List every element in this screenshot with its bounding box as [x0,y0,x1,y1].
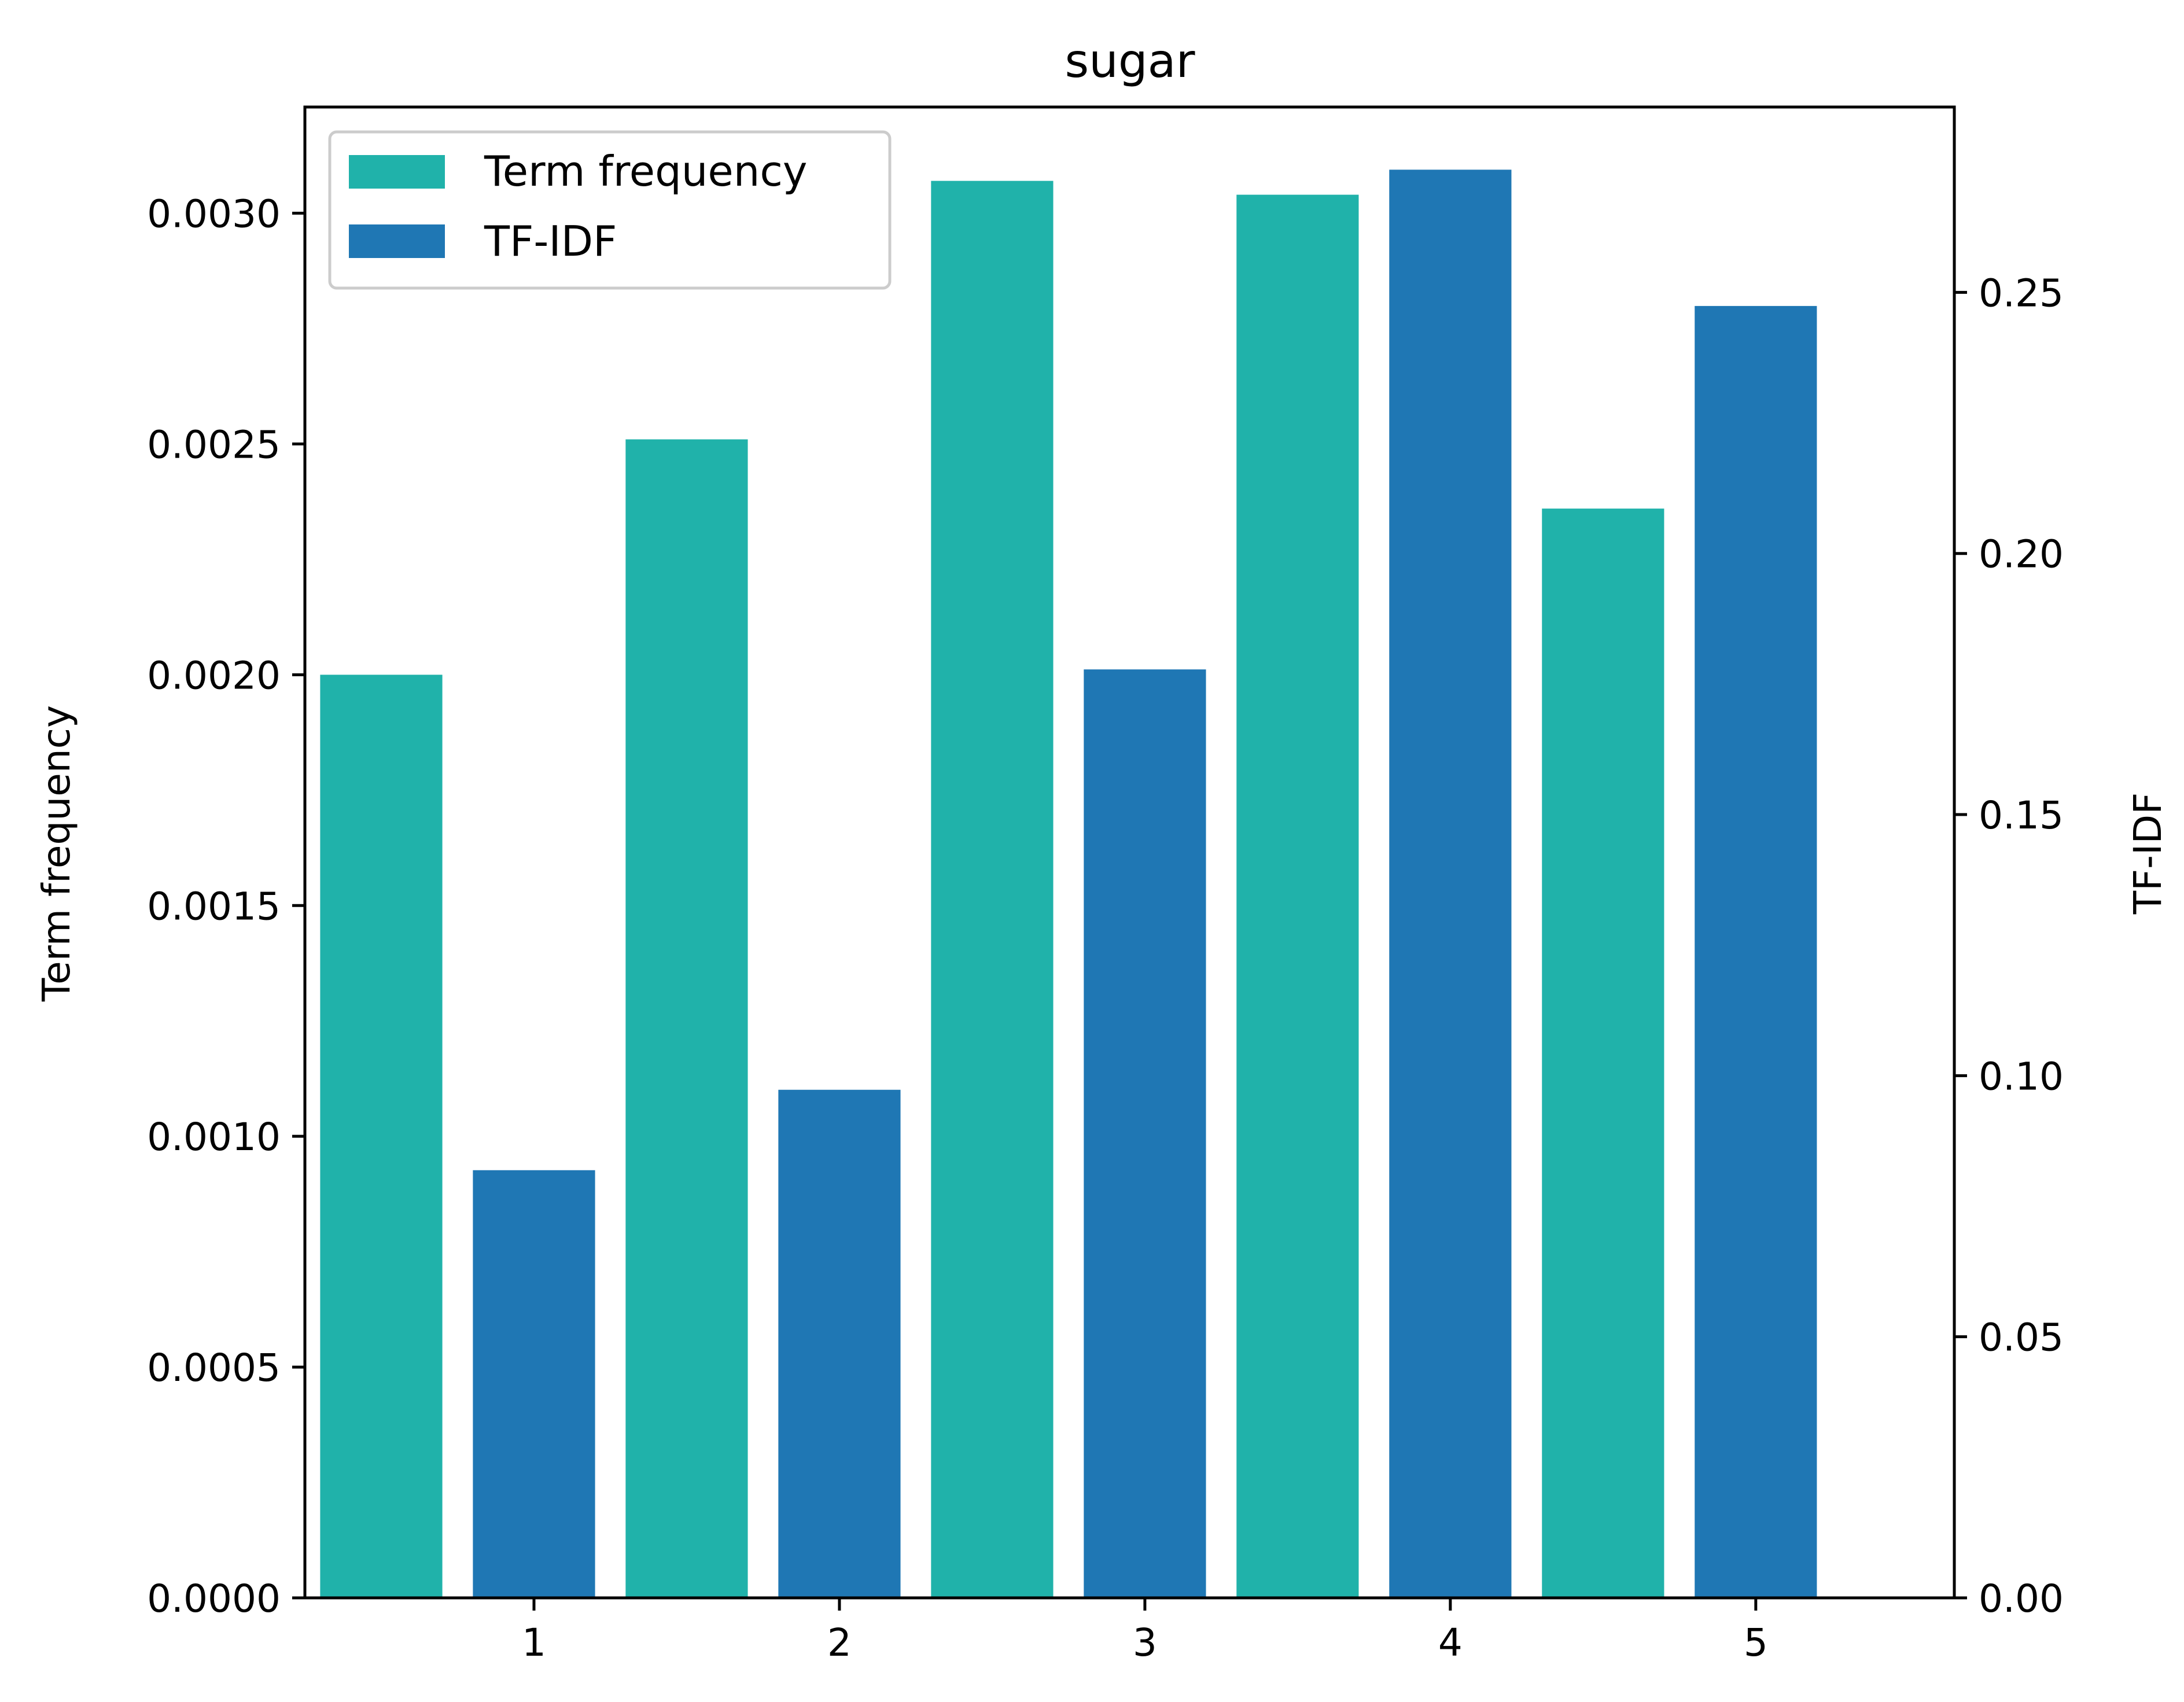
y-right-tick-label: 0.05 [1979,1316,2064,1360]
legend-swatch-term-frequency [349,155,445,189]
y-left-tick-label: 0.0010 [147,1115,281,1159]
y-axis-left-label: Term frequency [34,705,79,1002]
legend-label-tf-idf: TF-IDF [484,217,617,266]
bars-group [320,170,1817,1598]
bar-tf-idf-5 [1695,305,1817,1598]
plot-frame [303,105,1956,1600]
bar-term-frequency-4 [1236,194,1359,1598]
x-tick-label: 2 [827,1620,852,1665]
x-tick-label: 5 [1744,1620,1768,1665]
bar-term-frequency-5 [1542,509,1664,1598]
y-left-tick-label: 0.0005 [147,1346,281,1390]
bar-tf-idf-2 [778,1089,901,1598]
bar-tf-idf-1 [473,1170,595,1598]
y-left-tick-label: 0.0025 [147,422,281,467]
y-right-tick-label: 0.15 [1979,793,2064,838]
bar-tf-idf-4 [1389,170,1512,1598]
y-right-tick-label: 0.00 [1979,1576,2064,1621]
legend-label-term-frequency: Term frequency [484,147,808,196]
x-tick-label: 3 [1133,1620,1157,1665]
y-left-tick-label: 0.0000 [147,1576,281,1621]
bar-term-frequency-3 [931,180,1054,1598]
legend: Term frequency TF-IDF [328,130,892,290]
x-tick-label: 4 [1438,1620,1463,1665]
bar-term-frequency-1 [320,675,443,1598]
legend-frame [328,130,892,290]
y-axis-right-label: TF-IDF [2126,793,2170,915]
y-right-tick-label: 0.10 [1979,1054,2064,1099]
bar-term-frequency-2 [625,439,748,1598]
y-left-tick-label: 0.0015 [147,884,281,929]
chart-title: sugar [1065,34,1195,88]
y-right-tick-label: 0.25 [1979,271,2064,315]
y-left-tick-label: 0.0020 [147,653,281,698]
axes-group: 0.00000.00050.00100.00150.00200.00250.00… [147,105,2064,1665]
y-left-tick-label: 0.0030 [147,192,281,237]
x-tick-label: 1 [522,1620,546,1665]
legend-swatch-tf-idf [349,224,445,258]
bar-tf-idf-3 [1084,669,1206,1598]
y-right-tick-label: 0.20 [1979,532,2064,577]
